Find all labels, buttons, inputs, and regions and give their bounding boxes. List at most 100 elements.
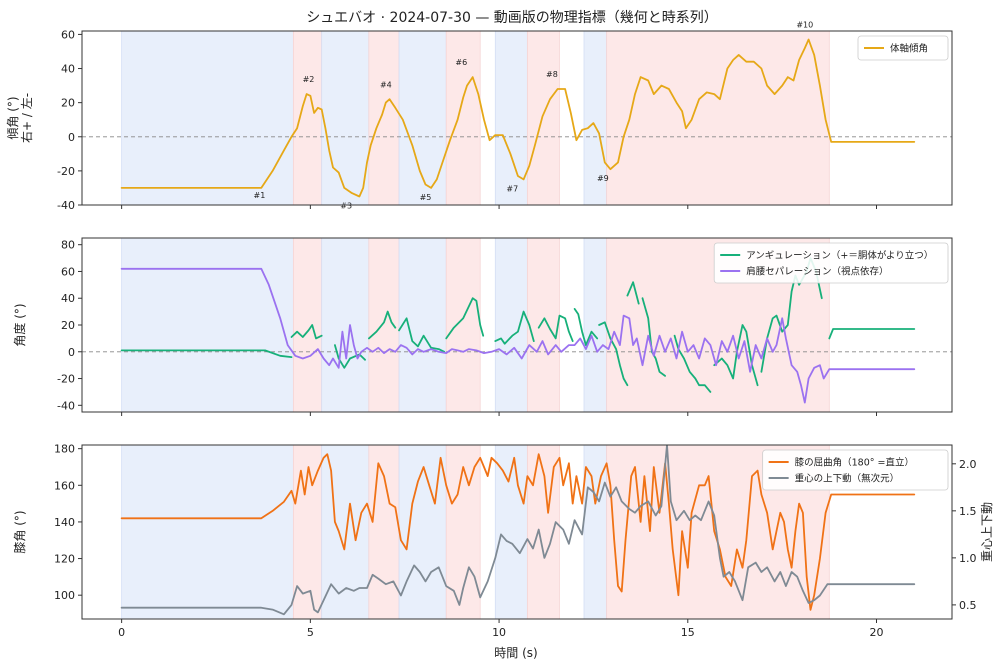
legend-label: 膝の屈曲角（180° =直立） <box>795 457 914 469</box>
peak-annotation: #10 <box>796 21 813 30</box>
phase-band-3 <box>321 237 370 413</box>
series-line-3-2 <box>120 445 916 616</box>
y-right-tick-label: 2.0 <box>959 458 977 471</box>
y-tick-label: 40 <box>61 292 75 305</box>
y-tick-label: 80 <box>61 239 75 252</box>
y-tick-label: 40 <box>61 63 75 76</box>
x-tick-label: 15 <box>681 626 695 639</box>
series-lines <box>120 38 916 198</box>
series-lines <box>120 257 916 404</box>
phase-band-2 <box>292 30 323 206</box>
series-line-2-1-seg9 <box>573 308 599 346</box>
legend: 体軸傾角 <box>857 35 949 61</box>
peak-annotation: #4 <box>380 80 392 89</box>
phase-band-1 <box>121 444 294 620</box>
y-tick-label: 20 <box>61 319 75 332</box>
y-tick-label: 20 <box>61 97 75 110</box>
series-line-2-1-seg6 <box>445 297 485 340</box>
series-line-2-1-seg8 <box>537 314 574 342</box>
series-line-2-1-seg7 <box>494 310 535 345</box>
peak-annotation: #6 <box>455 58 467 67</box>
legend: アンギュレーション（+＝胴体がより立つ） 肩腰セパレーション（視点依存） <box>713 242 949 284</box>
phase-band-6 <box>445 237 481 413</box>
phase-band-7 <box>494 237 528 413</box>
y-tick-label: -20 <box>57 373 75 386</box>
peak-annotation: #9 <box>597 174 609 183</box>
phase-band-8 <box>526 30 560 206</box>
phase-band-2 <box>292 237 323 413</box>
y-tick-label: -40 <box>57 399 75 412</box>
y-axis-label: 傾角 (°)右+ / 左- <box>6 93 34 143</box>
phase-band-9 <box>583 237 608 413</box>
phase-band-6 <box>445 30 481 206</box>
series-line-2-1-seg5 <box>398 317 446 353</box>
x-tick-label: 0 <box>118 626 125 639</box>
panel-3: 100 120 140 160 180 0.5 1.0 1.5 2.0 0 5 10 15 20 膝角 (°… <box>13 443 994 639</box>
y-tick-label: 60 <box>61 28 75 41</box>
y-axis-label: 角度 (°) <box>12 303 27 346</box>
phase-bands <box>121 444 830 620</box>
series-line-2-1-seg2 <box>290 324 323 340</box>
peak-annotation: #7 <box>506 184 518 193</box>
series-line-1-1 <box>120 38 916 198</box>
x-tick-label: 10 <box>492 626 506 639</box>
x-tick-label: 20 <box>870 626 884 639</box>
phase-band-4 <box>368 30 400 206</box>
series-line-3-1 <box>120 453 916 611</box>
peak-annotation: #3 <box>340 201 352 210</box>
peak-annotation: #2 <box>303 75 315 84</box>
y-tick-label: -40 <box>57 199 75 212</box>
legend-box <box>857 35 949 61</box>
y-right-tick-label: 1.0 <box>959 552 977 565</box>
series-line-2-1-seg13 <box>673 334 712 393</box>
x-axis-label: 時間 (s) <box>494 646 537 660</box>
phase-band-3 <box>321 444 370 620</box>
y-tick-label: 60 <box>61 265 75 278</box>
y-tick-label: 160 <box>54 479 75 492</box>
phase-band-1 <box>121 237 294 413</box>
phase-band-5 <box>398 237 447 413</box>
series-line-2-1-seg3 <box>334 344 366 369</box>
y-axis-label: 膝角 (°) <box>13 510 27 553</box>
phase-band-4 <box>368 237 400 413</box>
y-tick-label: 0 <box>68 131 75 144</box>
y-right-tick-label: 1.5 <box>959 505 977 518</box>
y-tick-label: -20 <box>57 165 75 178</box>
series-line-2-1-seg16 <box>828 328 916 340</box>
phase-band-3 <box>321 30 370 206</box>
panels: #1 #2 #3 #4 #5 #6 #7 #8 #9 #10 -40 -20 0 20 40 60 傾角 (°)… <box>6 21 994 639</box>
legend: 膝の屈曲角（180° =直立） 重心の上下動（無次元） <box>762 449 949 491</box>
y-right-tick-label: 0.5 <box>959 599 977 612</box>
panel-1: #1 #2 #3 #4 #5 #6 #7 #8 #9 #10 -40 -20 0 20 40 60 傾角 (°)… <box>6 21 953 212</box>
peak-annotation: #8 <box>546 70 558 79</box>
legend-label: 肩腰セパレーション（視点依存） <box>746 266 888 278</box>
phase-band-1 <box>121 30 294 206</box>
peak-annotation: #1 <box>253 191 265 200</box>
y-tick-label: 140 <box>54 516 75 529</box>
phase-band-4 <box>368 444 400 620</box>
y-tick-label: 100 <box>54 589 75 602</box>
y-right-axis-label: 重心上下動 <box>980 502 994 562</box>
series-line-2-1-seg1 <box>120 349 293 358</box>
y-tick-label: 0 <box>68 346 75 359</box>
phase-bands <box>121 237 830 413</box>
legend-label: 重心の上下動（無次元） <box>795 473 900 485</box>
peak-annotation: #5 <box>420 193 432 202</box>
series-line-2-2 <box>120 267 916 404</box>
x-tick-label: 5 <box>307 626 314 639</box>
legend-box <box>713 242 949 284</box>
y-tick-label: 180 <box>54 443 75 456</box>
series-line-2-1-seg4 <box>368 310 397 340</box>
figure-title: シュエバオ · 2024-07-30 — 動画版の物理指標（幾何と時系列） <box>306 10 718 26</box>
panel-2: -40 -20 0 20 40 60 80 角度 (°) アンギュレーション（+＝胴体がより立つ… <box>12 237 953 416</box>
phase-bands <box>121 30 830 206</box>
y-tick-label: 120 <box>54 553 75 566</box>
legend-label: アンギュレーション（+＝胴体がより立つ） <box>746 250 933 262</box>
legend-label: 体軸傾角 <box>890 43 928 55</box>
series-lines <box>120 445 916 616</box>
legend-box <box>762 449 949 491</box>
plot-frame <box>81 30 953 206</box>
series-line-2-1-seg10 <box>598 321 629 387</box>
phase-band-10 <box>606 30 830 206</box>
